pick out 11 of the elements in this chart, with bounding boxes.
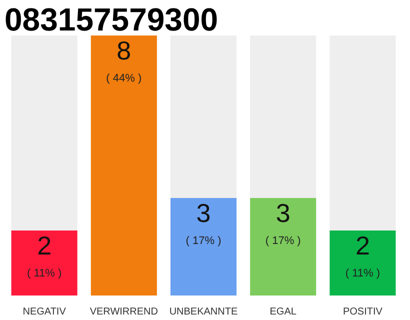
x-tick-label: EGAL [270, 306, 297, 318]
x-tick-label: POSITIV [342, 306, 383, 318]
data-label: 3 ( 17% ) [186, 198, 222, 247]
chart-title: 083157579300 [4, 2, 218, 38]
data-label: 2 ( 11% ) [26, 230, 62, 280]
x-tick-label: UNBEKANNTE [169, 306, 238, 318]
data-label: 2 ( 11% ) [345, 230, 380, 280]
x-tick-label: NEGATIV [22, 306, 66, 318]
data-label: 8 ( 44% ) [106, 36, 142, 84]
x-tick-label: VERWIRREND [90, 306, 158, 318]
data-label: 3 ( 17% ) [265, 198, 301, 247]
